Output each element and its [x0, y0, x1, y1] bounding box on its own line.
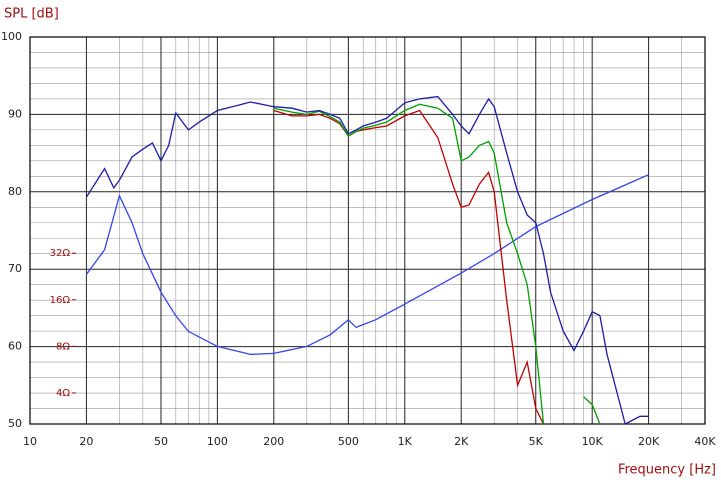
- plot-frame: [29, 36, 706, 425]
- y-tick-label: 100: [1, 30, 22, 43]
- x-tick-label: 10K: [582, 435, 604, 448]
- y-tick-label: 80: [8, 185, 22, 198]
- y-tick-label: 50: [8, 417, 22, 430]
- y-tick-label: 90: [8, 107, 22, 120]
- x-tick-label: 500: [338, 435, 359, 448]
- y-axis-label: SPL [dB]: [4, 7, 59, 22]
- y2-tick-label: 8Ω: [56, 341, 70, 352]
- x-tick-label: 10: [23, 435, 37, 448]
- x-tick-label: 200: [263, 435, 284, 448]
- series-line: [273, 103, 601, 425]
- x-tick-label: 100: [207, 435, 228, 448]
- x-axis-label: Frequency [Hz]: [618, 463, 716, 478]
- x-tick-label: 5K: [529, 435, 544, 448]
- y2-tick-label: 32Ω: [50, 248, 71, 259]
- x-tick-label: 20K: [638, 435, 660, 448]
- y-tick-label: 70: [8, 262, 22, 275]
- x-tick-label: 20: [79, 435, 93, 448]
- x-tick-label: 2K: [454, 435, 469, 448]
- series-line: [85, 95, 649, 425]
- x-tick-label: 40K: [694, 435, 716, 448]
- series-line: [85, 174, 649, 356]
- y-tick-label: 60: [8, 340, 22, 353]
- series-line: [273, 109, 545, 425]
- y2-tick-label: 4Ω: [56, 388, 70, 399]
- y2-tick-label: 16Ω: [50, 295, 71, 306]
- x-tick-label: 1K: [398, 435, 413, 448]
- x-tick-label: 50: [154, 435, 168, 448]
